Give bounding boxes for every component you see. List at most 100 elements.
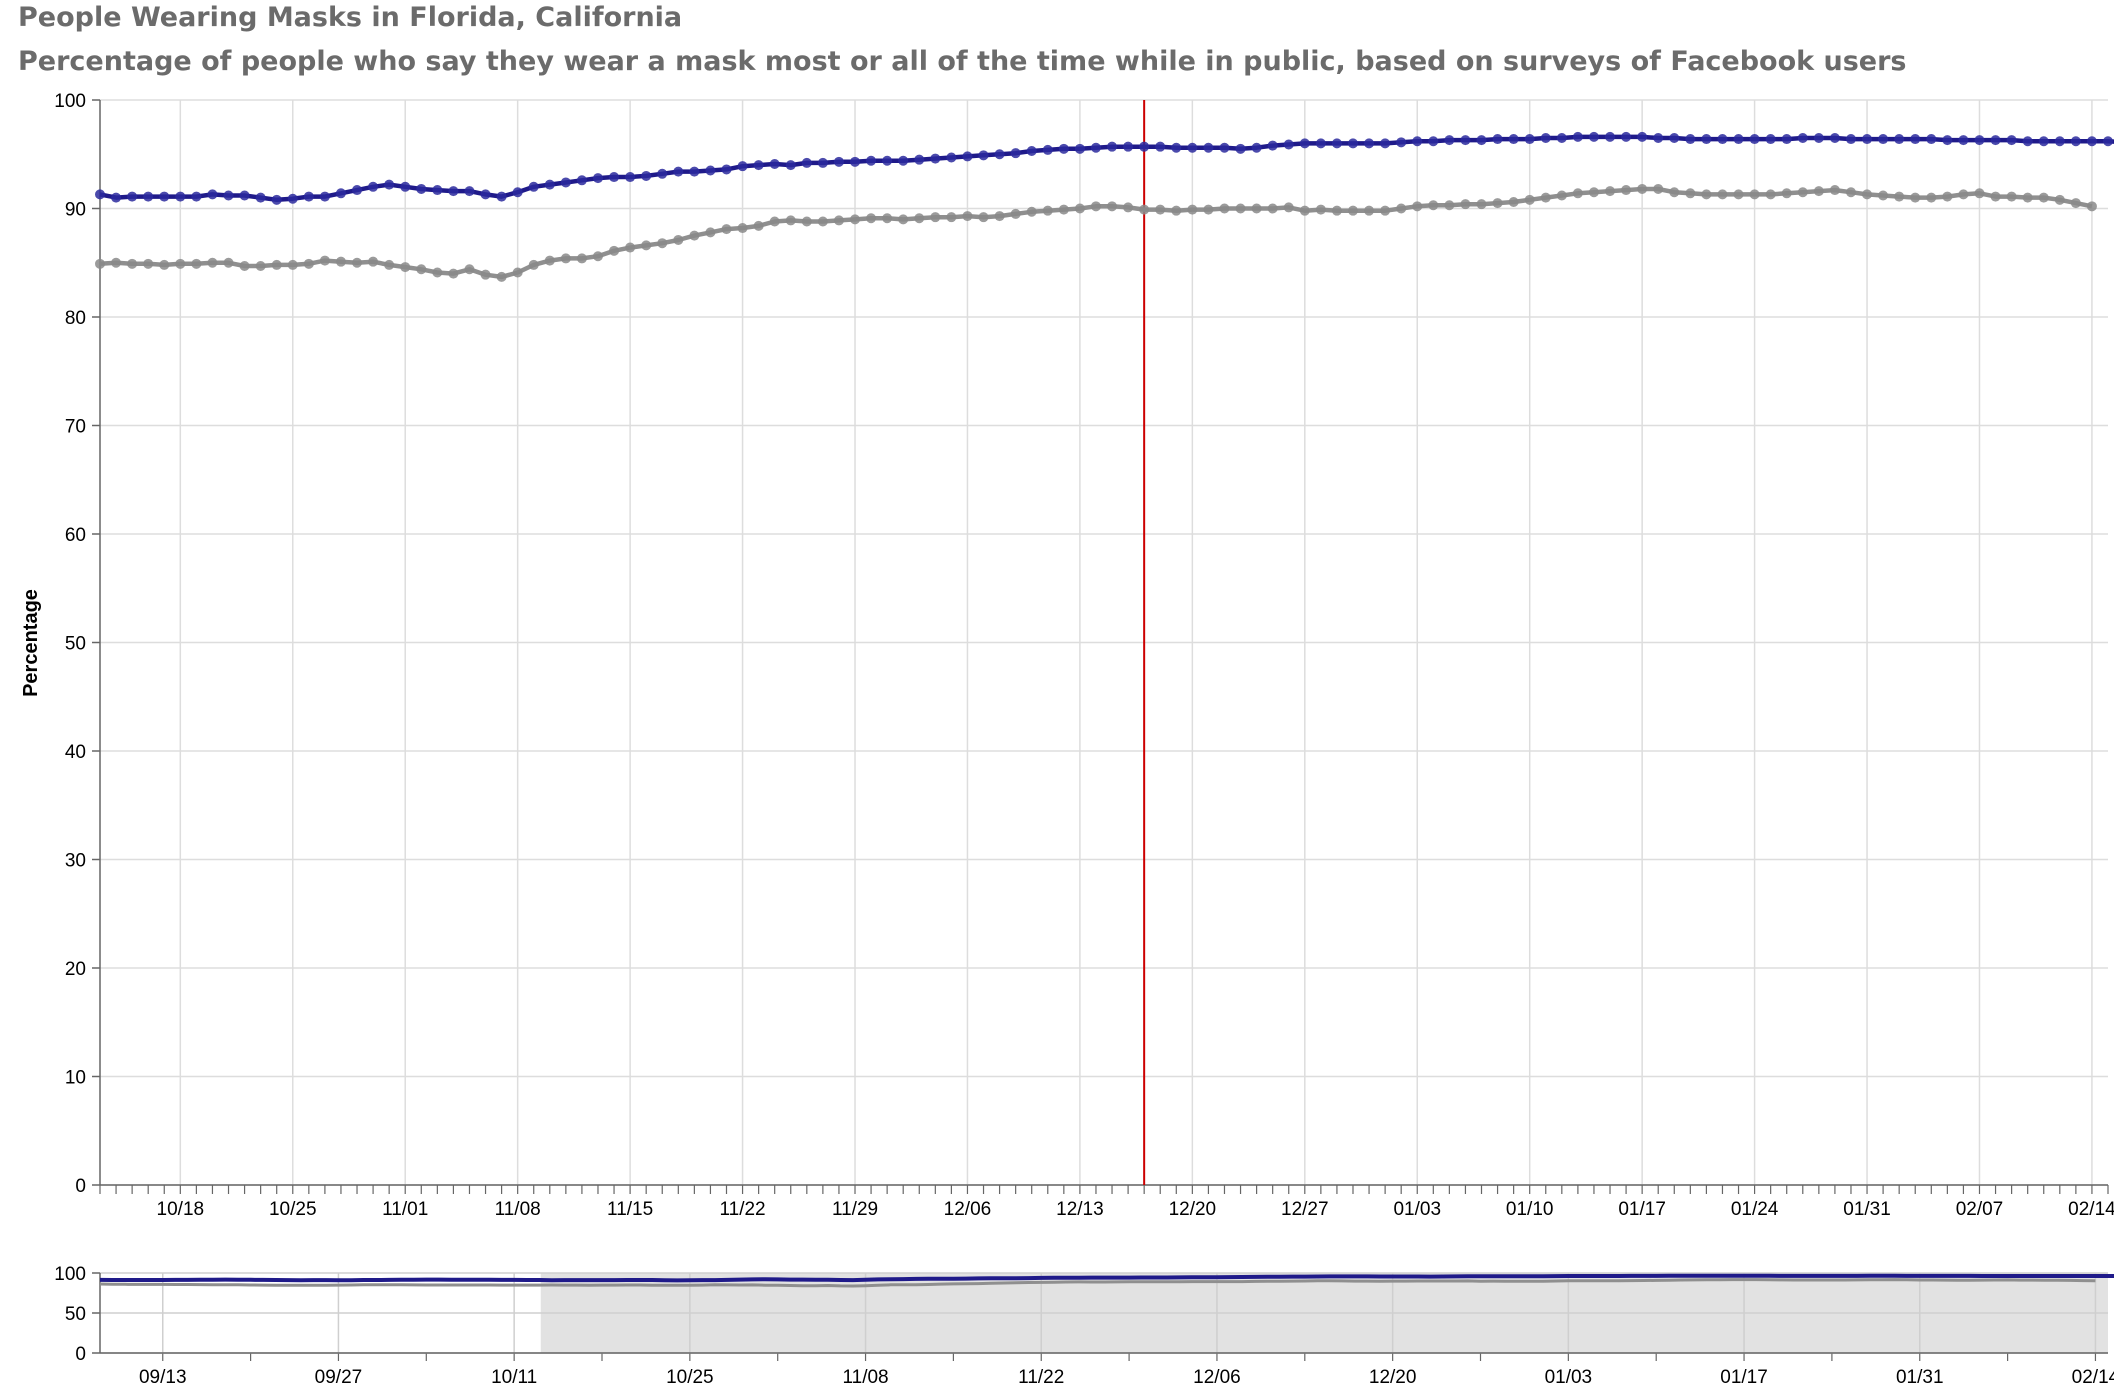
data-point[interactable]	[1219, 142, 1230, 153]
data-point[interactable]	[1572, 131, 1583, 142]
data-point[interactable]	[1299, 205, 1310, 216]
data-point[interactable]	[1219, 203, 1230, 214]
data-point[interactable]	[1990, 135, 2001, 146]
data-point[interactable]	[384, 179, 395, 190]
data-point[interactable]	[1315, 138, 1326, 149]
data-point[interactable]	[1990, 191, 2001, 202]
data-point[interactable]	[1347, 138, 1358, 149]
data-point[interactable]	[159, 191, 170, 202]
data-point[interactable]	[914, 213, 925, 224]
data-point[interactable]	[1251, 203, 1262, 214]
data-point[interactable]	[512, 187, 523, 198]
data-point[interactable]	[1492, 198, 1503, 209]
data-point[interactable]	[400, 262, 411, 273]
data-point[interactable]	[1621, 185, 1632, 196]
data-point[interactable]	[1942, 135, 1953, 146]
data-point[interactable]	[705, 165, 716, 176]
data-point[interactable]	[1460, 199, 1471, 210]
overview-series-line[interactable]	[99, 1273, 2114, 1283]
data-point[interactable]	[335, 188, 346, 199]
data-point[interactable]	[1155, 204, 1166, 215]
data-point[interactable]	[609, 245, 620, 256]
data-point[interactable]	[416, 264, 427, 275]
data-point[interactable]	[1974, 188, 1985, 199]
data-point[interactable]	[1653, 183, 1664, 194]
data-point[interactable]	[1958, 189, 1969, 200]
data-point[interactable]	[994, 211, 1005, 222]
data-point[interactable]	[287, 193, 298, 204]
data-point[interactable]	[1540, 192, 1551, 203]
data-point[interactable]	[1878, 190, 1889, 201]
data-point[interactable]	[1396, 203, 1407, 214]
data-point[interactable]	[1845, 134, 1856, 145]
data-point[interactable]	[1894, 134, 1905, 145]
data-point[interactable]	[721, 224, 732, 235]
data-point[interactable]	[1749, 134, 1760, 145]
data-point[interactable]	[1444, 135, 1455, 146]
data-point[interactable]	[914, 154, 925, 165]
data-point[interactable]	[432, 267, 443, 278]
data-point[interactable]	[962, 151, 973, 162]
data-point[interactable]	[1958, 135, 1969, 146]
data-point[interactable]	[850, 214, 861, 225]
data-point[interactable]	[480, 189, 491, 200]
data-point[interactable]	[785, 160, 796, 171]
data-point[interactable]	[657, 238, 668, 249]
data-point[interactable]	[673, 166, 684, 177]
data-point[interactable]	[753, 160, 764, 171]
data-point[interactable]	[1974, 135, 1985, 146]
data-point[interactable]	[95, 189, 105, 200]
data-point[interactable]	[1701, 189, 1712, 200]
data-point[interactable]	[1107, 141, 1118, 152]
data-point[interactable]	[866, 213, 877, 224]
data-point[interactable]	[1669, 187, 1680, 198]
data-point[interactable]	[2022, 136, 2033, 147]
data-point[interactable]	[898, 155, 909, 166]
data-point[interactable]	[1910, 192, 1921, 203]
data-point[interactable]	[1717, 189, 1728, 200]
data-point[interactable]	[1380, 205, 1391, 216]
data-point[interactable]	[1010, 148, 1021, 159]
data-point[interactable]	[111, 257, 122, 268]
data-point[interactable]	[1203, 204, 1214, 215]
data-point[interactable]	[255, 192, 266, 203]
data-point[interactable]	[1331, 205, 1342, 216]
data-point[interactable]	[1653, 132, 1664, 143]
data-point[interactable]	[930, 153, 941, 164]
data-point[interactable]	[416, 183, 427, 194]
data-point[interactable]	[1283, 202, 1294, 213]
data-point[interactable]	[1187, 204, 1198, 215]
data-point[interactable]	[1781, 134, 1792, 145]
data-point[interactable]	[2103, 136, 2113, 147]
data-point[interactable]	[1685, 188, 1696, 199]
data-point[interactable]	[1508, 196, 1519, 207]
data-point[interactable]	[1428, 136, 1439, 147]
data-point[interactable]	[1524, 194, 1535, 205]
data-point[interactable]	[1315, 204, 1326, 215]
data-point[interactable]	[769, 159, 780, 170]
data-point[interactable]	[1540, 132, 1551, 143]
data-point[interactable]	[480, 269, 491, 280]
data-point[interactable]	[898, 214, 909, 225]
data-point[interactable]	[2054, 194, 2065, 205]
data-point[interactable]	[1380, 138, 1391, 149]
data-point[interactable]	[1524, 134, 1535, 145]
data-point[interactable]	[592, 251, 603, 262]
data-point[interactable]	[994, 149, 1005, 160]
data-point[interactable]	[1187, 142, 1198, 153]
data-point[interactable]	[2086, 136, 2097, 147]
overview-series-line[interactable]	[99, 1278, 2096, 1288]
data-point[interactable]	[1476, 199, 1487, 210]
data-point[interactable]	[1492, 134, 1503, 145]
data-point[interactable]	[1026, 145, 1037, 156]
data-point[interactable]	[1251, 142, 1262, 153]
data-point[interactable]	[271, 194, 282, 205]
data-point[interactable]	[1556, 132, 1567, 143]
data-point[interactable]	[448, 186, 459, 197]
data-point[interactable]	[464, 186, 475, 197]
data-point[interactable]	[1058, 204, 1069, 215]
data-point[interactable]	[2086, 201, 2097, 212]
data-point[interactable]	[1605, 186, 1616, 197]
data-point[interactable]	[143, 258, 154, 269]
data-point[interactable]	[1171, 205, 1182, 216]
